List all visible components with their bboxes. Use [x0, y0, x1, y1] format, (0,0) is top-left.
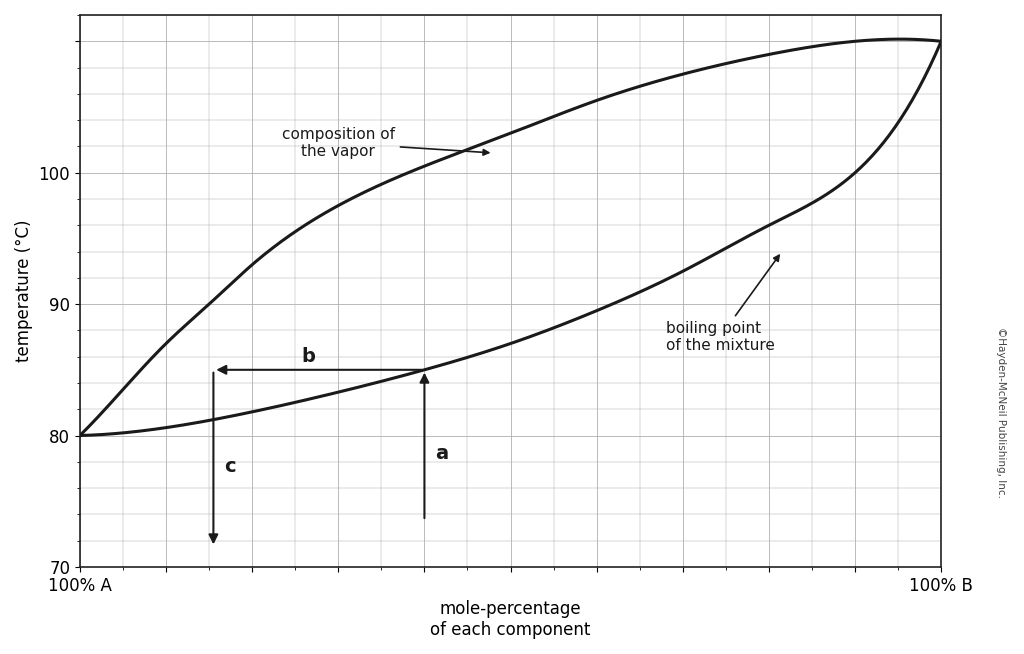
- Text: c: c: [223, 456, 236, 475]
- Text: boiling point
of the mixture: boiling point of the mixture: [666, 255, 779, 353]
- X-axis label: mole-percentage
of each component: mole-percentage of each component: [430, 600, 591, 639]
- Text: composition of
the vapor: composition of the vapor: [282, 127, 488, 159]
- Text: a: a: [435, 443, 447, 462]
- Text: b: b: [302, 347, 315, 366]
- Y-axis label: temperature (°C): temperature (°C): [15, 220, 33, 362]
- Text: ©Hayden-McNeil Publishing, Inc.: ©Hayden-McNeil Publishing, Inc.: [996, 327, 1007, 498]
